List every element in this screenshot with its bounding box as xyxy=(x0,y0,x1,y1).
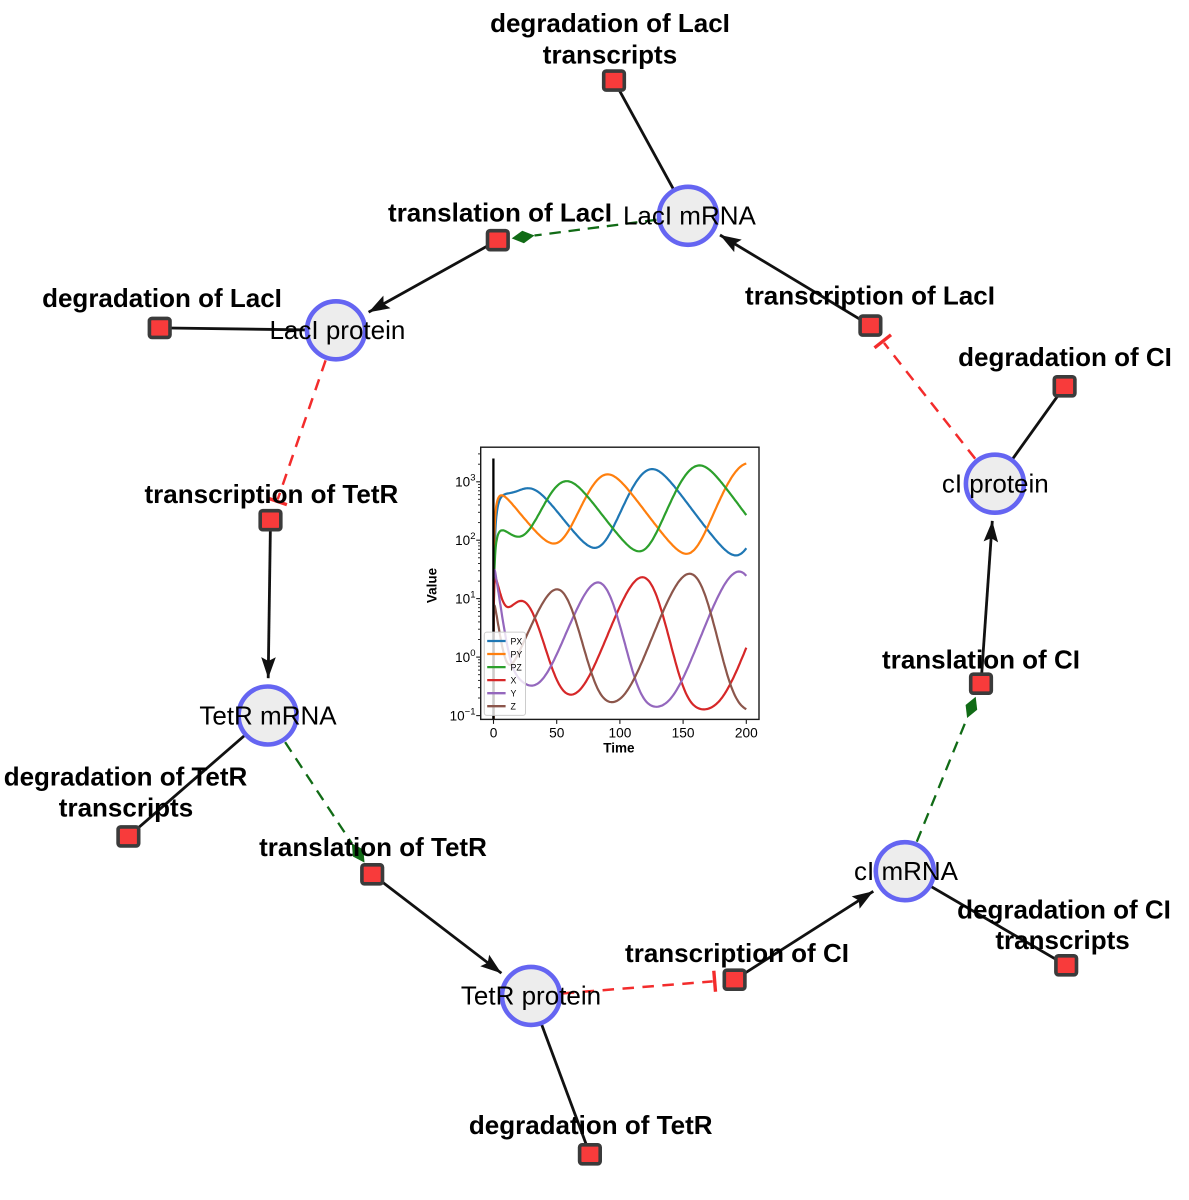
svg-text:cI protein: cI protein xyxy=(942,469,1049,499)
svg-text:translation of CI: translation of CI xyxy=(882,644,1080,674)
svg-text:Time: Time xyxy=(603,741,635,756)
svg-text:LacI mRNA: LacI mRNA xyxy=(623,201,757,231)
svg-text:102: 102 xyxy=(455,531,475,548)
svg-text:TetR protein: TetR protein xyxy=(461,981,601,1011)
svg-text:degradation of CI: degradation of CI xyxy=(958,342,1172,372)
svg-text:X: X xyxy=(511,675,517,685)
svg-text:Value: Value xyxy=(425,567,440,603)
svg-text:PZ: PZ xyxy=(511,662,523,672)
svg-text:150: 150 xyxy=(672,726,695,741)
svg-text:LacI protein: LacI protein xyxy=(269,315,405,345)
svg-text:degradation of LacI: degradation of LacI xyxy=(42,283,282,313)
svg-text:101: 101 xyxy=(455,589,475,606)
svg-text:50: 50 xyxy=(549,726,565,741)
svg-text:cI mRNA: cI mRNA xyxy=(854,856,959,886)
svg-text:0: 0 xyxy=(490,726,498,741)
svg-text:translation of LacI: translation of LacI xyxy=(388,197,612,227)
svg-text:200: 200 xyxy=(735,726,758,741)
svg-text:transcription of CI: transcription of CI xyxy=(625,938,849,968)
svg-text:degradation of LacI: degradation of LacI xyxy=(490,8,730,38)
svg-text:100: 100 xyxy=(455,648,475,665)
svg-text:PX: PX xyxy=(511,636,523,646)
svg-text:Y: Y xyxy=(511,689,517,699)
svg-text:10−1: 10−1 xyxy=(450,706,476,723)
svg-text:degradation of CI: degradation of CI xyxy=(957,895,1171,925)
svg-text:translation of TetR: translation of TetR xyxy=(259,832,487,862)
svg-text:Z: Z xyxy=(511,702,517,712)
svg-text:TetR mRNA: TetR mRNA xyxy=(199,700,337,730)
svg-text:transcripts: transcripts xyxy=(995,925,1129,955)
svg-text:103: 103 xyxy=(455,473,475,490)
svg-text:transcripts: transcripts xyxy=(59,793,193,823)
svg-text:degradation of TetR: degradation of TetR xyxy=(4,762,248,792)
svg-text:transcription of LacI: transcription of LacI xyxy=(745,281,995,311)
svg-text:transcription of TetR: transcription of TetR xyxy=(145,479,399,509)
svg-text:PY: PY xyxy=(511,649,523,659)
svg-text:100: 100 xyxy=(608,726,631,741)
svg-text:degradation of TetR: degradation of TetR xyxy=(469,1110,713,1140)
svg-text:transcripts: transcripts xyxy=(543,39,677,69)
